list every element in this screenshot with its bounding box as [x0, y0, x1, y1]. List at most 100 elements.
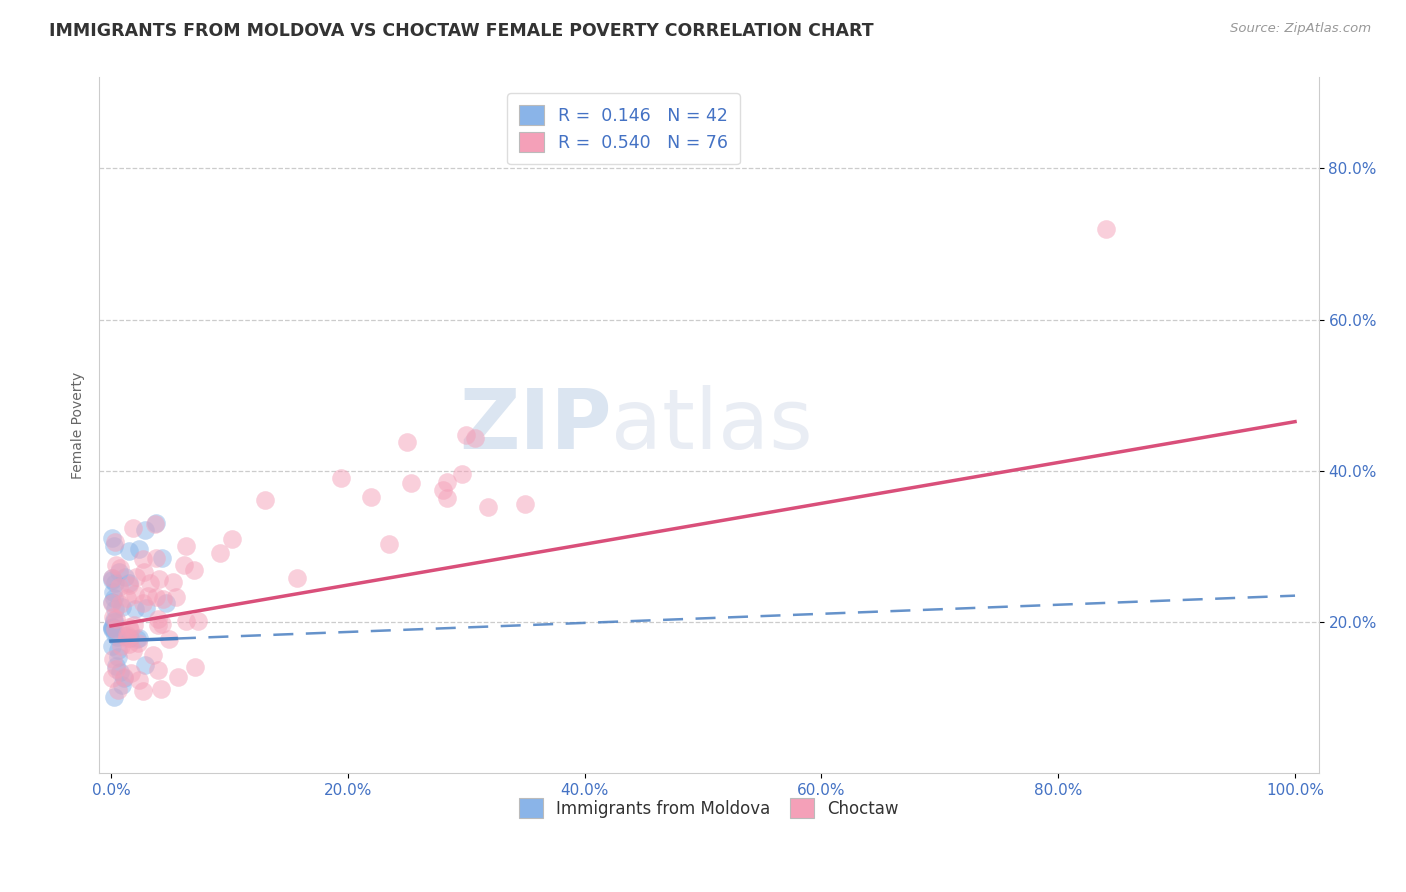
Point [436, 475, 458, 490]
Point [110, 665, 132, 679]
Point [285, 571, 308, 585]
Point [121, 644, 143, 658]
Point [183, 563, 205, 577]
Point [132, 551, 155, 566]
Point [101, 652, 124, 666]
Point [111, 600, 134, 615]
Point [101, 596, 124, 610]
Legend: Immigrants from Moldova, Choctaw: Immigrants from Moldova, Choctaw [513, 792, 905, 824]
Point [104, 575, 127, 590]
Point [432, 483, 454, 497]
Point [103, 539, 125, 553]
Point [100, 619, 122, 633]
Point [134, 658, 156, 673]
Point [103, 620, 125, 634]
Point [107, 649, 129, 664]
Point [173, 558, 195, 572]
Point [138, 590, 160, 604]
Point [101, 671, 124, 685]
Point [360, 490, 382, 504]
Point [104, 628, 127, 642]
Point [103, 613, 125, 627]
Point [118, 631, 141, 645]
Point [152, 591, 174, 606]
Point [464, 430, 486, 444]
Point [148, 572, 170, 586]
Point [110, 560, 132, 574]
Point [149, 682, 172, 697]
Point [104, 535, 127, 549]
Point [100, 571, 122, 585]
Point [167, 670, 190, 684]
Point [138, 575, 160, 590]
Point [105, 558, 128, 572]
Point [162, 575, 184, 590]
Point [330, 471, 353, 485]
Point [114, 629, 136, 643]
Point [1094, 221, 1116, 235]
Point [127, 635, 149, 649]
Point [101, 584, 124, 599]
Point [107, 682, 129, 697]
Point [117, 591, 139, 605]
Point [114, 570, 136, 584]
Point [125, 570, 148, 584]
Point [477, 500, 499, 514]
Point [117, 637, 139, 651]
Point [128, 541, 150, 556]
Text: Source: ZipAtlas.com: Source: ZipAtlas.com [1230, 22, 1371, 36]
Point [103, 591, 125, 605]
Text: atlas: atlas [612, 385, 813, 466]
Point [105, 630, 128, 644]
Point [118, 578, 141, 592]
Point [100, 573, 122, 587]
Point [107, 642, 129, 657]
Point [152, 550, 174, 565]
Point [118, 544, 141, 558]
Point [209, 546, 232, 560]
Point [157, 632, 180, 647]
Point [111, 678, 134, 692]
Point [515, 497, 537, 511]
Point [103, 615, 125, 629]
Point [105, 612, 128, 626]
Point [101, 621, 124, 635]
Text: IMMIGRANTS FROM MOLDOVA VS CHOCTAW FEMALE POVERTY CORRELATION CHART: IMMIGRANTS FROM MOLDOVA VS CHOCTAW FEMAL… [49, 22, 875, 40]
Point [103, 690, 125, 704]
Point [101, 610, 124, 624]
Point [436, 491, 458, 505]
Point [101, 532, 124, 546]
Point [110, 639, 132, 653]
Point [125, 632, 148, 647]
Point [165, 591, 187, 605]
Point [395, 434, 418, 449]
Point [110, 598, 132, 612]
Point [122, 618, 145, 632]
Point [122, 521, 145, 535]
Point [105, 659, 128, 673]
Point [456, 427, 478, 442]
Point [155, 596, 177, 610]
Point [132, 684, 155, 698]
Point [100, 639, 122, 653]
Point [104, 662, 127, 676]
Point [107, 565, 129, 579]
Point [128, 673, 150, 687]
Point [128, 631, 150, 645]
Point [104, 602, 127, 616]
Point [100, 595, 122, 609]
Point [143, 516, 166, 531]
Point [120, 666, 142, 681]
Point [253, 493, 276, 508]
Point [145, 516, 167, 530]
Point [399, 476, 422, 491]
Point [174, 614, 197, 628]
Point [124, 587, 146, 601]
Point [451, 467, 474, 481]
Point [146, 663, 169, 677]
Point [135, 601, 157, 615]
Point [112, 672, 135, 686]
Point [134, 565, 156, 579]
Point [124, 602, 146, 616]
Point [150, 617, 173, 632]
